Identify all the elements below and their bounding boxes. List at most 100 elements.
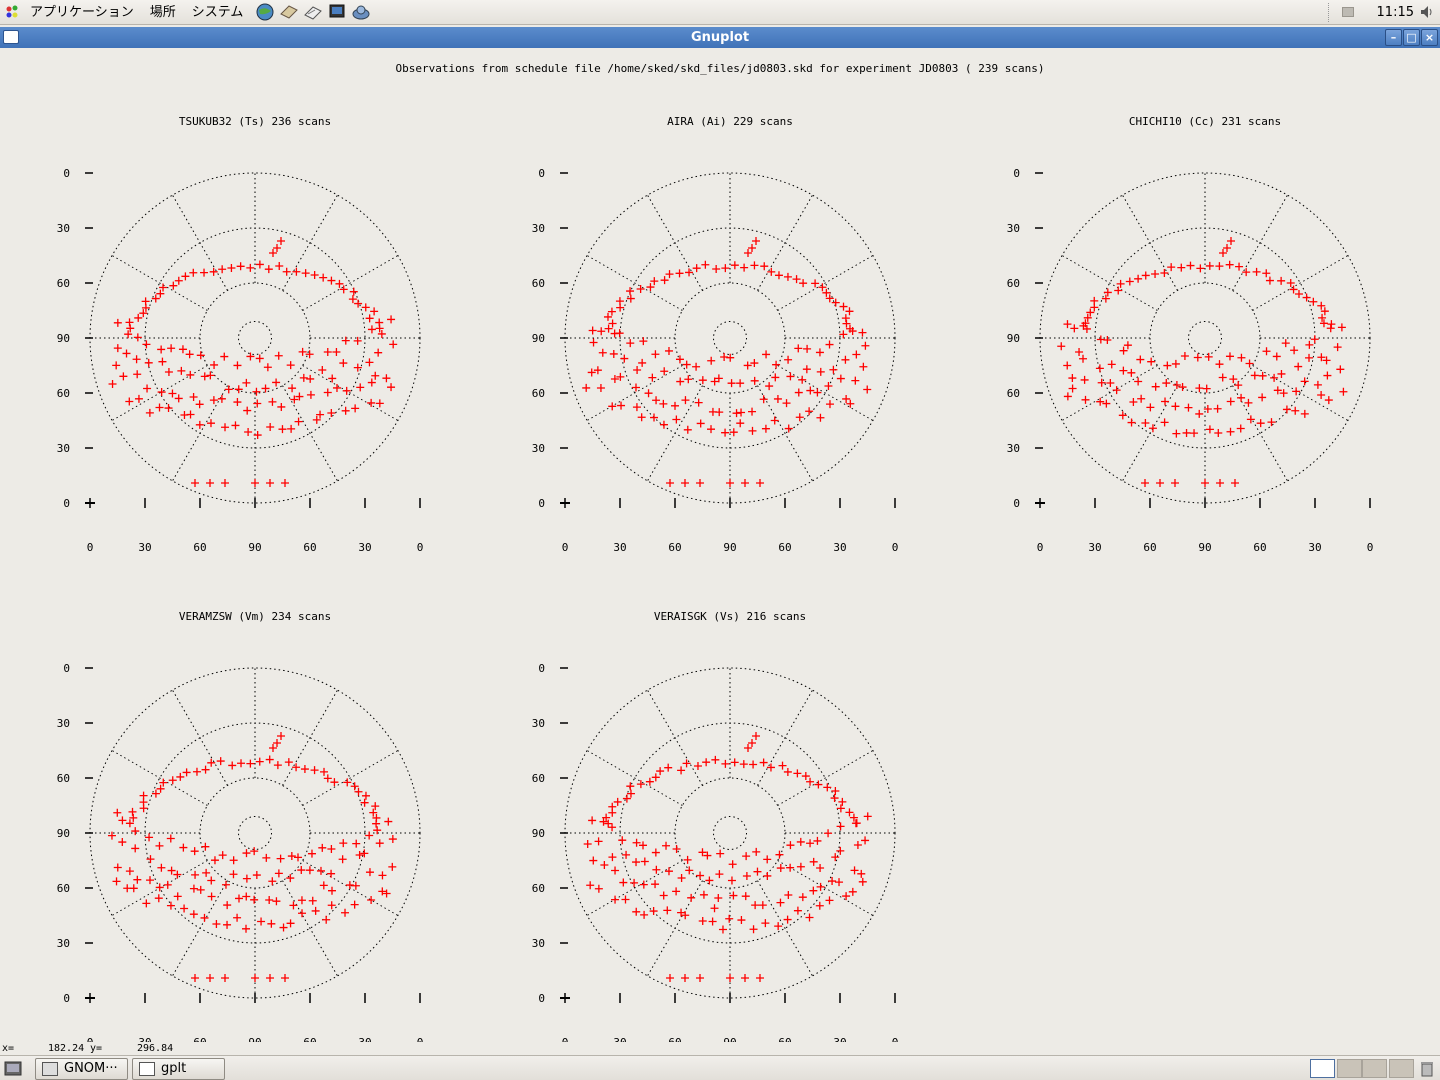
maximize-button[interactable]: □ — [1403, 29, 1420, 46]
scan-marker — [151, 294, 160, 303]
minimize-button[interactable]: – — [1385, 29, 1402, 46]
scan-marker — [134, 394, 143, 403]
gnuplot-canvas[interactable]: Observations from schedule file /home/sk… — [0, 48, 1440, 1042]
show-desktop-icon[interactable] — [4, 1060, 22, 1077]
x-tick-label: 60 — [303, 541, 316, 554]
workspace-1[interactable] — [1310, 1059, 1335, 1078]
gnome-foot-icon[interactable] — [1, 1, 23, 23]
scan-marker — [1235, 262, 1244, 271]
scan-marker — [173, 892, 182, 901]
scan-marker — [1195, 409, 1204, 418]
trash-icon[interactable] — [1418, 1060, 1436, 1077]
scan-marker — [1265, 276, 1274, 285]
clock[interactable]: 11:15 — [1376, 5, 1414, 20]
window-menu-icon[interactable] — [3, 30, 19, 44]
scan-marker — [1320, 307, 1329, 316]
scan-marker — [639, 337, 648, 346]
scan-marker — [1262, 269, 1271, 278]
scan-marker — [286, 361, 295, 370]
scan-marker — [174, 276, 183, 285]
scan-marker — [586, 881, 595, 890]
scan-marker — [1068, 384, 1077, 393]
task-gplt[interactable]: gplt — [132, 1058, 225, 1080]
terminal-icon[interactable] — [326, 1, 348, 23]
scan-marker — [672, 415, 681, 424]
scan-marker — [1070, 324, 1079, 333]
scan-marker — [228, 761, 237, 770]
scan-marker — [146, 855, 155, 864]
scan-marker — [1225, 260, 1234, 269]
scan-marker — [1080, 375, 1089, 384]
scan-marker — [289, 901, 298, 910]
scan-marker — [858, 328, 867, 337]
window-titlebar[interactable]: Gnuplot – □ × — [0, 27, 1440, 48]
close-button[interactable]: × — [1421, 29, 1438, 46]
panel-title: AIRA (Ai) 229 scans — [667, 115, 793, 128]
scan-marker — [189, 910, 198, 919]
scan-marker — [710, 904, 719, 913]
scan-marker — [305, 350, 314, 359]
scan-marker — [1317, 301, 1326, 310]
menu-places[interactable]: 場所 — [149, 4, 176, 20]
scan-marker — [608, 823, 617, 832]
workspace-3[interactable] — [1362, 1059, 1387, 1078]
scan-marker — [739, 760, 748, 769]
y-tick-label: 0 — [1013, 497, 1020, 510]
scan-marker — [618, 836, 627, 845]
scan-marker — [367, 896, 376, 905]
network-icon[interactable] — [350, 1, 372, 23]
scan-marker — [698, 917, 707, 926]
scan-marker — [318, 843, 327, 852]
scan-marker — [1151, 382, 1160, 391]
azimuth-spoke — [586, 750, 683, 806]
scan-marker — [664, 763, 673, 772]
scan-marker — [1246, 415, 1255, 424]
scan-marker — [664, 346, 673, 355]
x-tick-label: 0 — [1367, 541, 1374, 554]
volume-icon[interactable] — [1418, 3, 1436, 21]
scan-marker — [1226, 427, 1235, 436]
scan-marker — [675, 269, 684, 278]
scan-marker — [220, 352, 229, 361]
menu-applications[interactable]: アプリケーション — [30, 4, 134, 20]
scan-marker — [761, 424, 770, 433]
y-tick-label: 0 — [538, 497, 545, 510]
scan-marker — [742, 852, 751, 861]
panel-menus: アプリケーション 場所 システム — [0, 0, 373, 25]
scan-marker — [651, 773, 660, 782]
task-gnome-terminal[interactable]: GNOM··· — [35, 1058, 128, 1080]
globe-icon[interactable] — [254, 1, 276, 23]
scan-marker — [374, 348, 383, 357]
scan-marker — [287, 852, 296, 861]
panel-title: VERAMZSW (Vm) 234 scans — [179, 610, 331, 623]
scan-marker — [236, 262, 245, 271]
notebook-icon[interactable] — [278, 1, 300, 23]
scan-marker — [707, 425, 716, 434]
scan-marker — [288, 384, 297, 393]
scan-marker — [378, 871, 387, 880]
panel-title: TSUKUB32 (Ts) 236 scans — [179, 115, 331, 128]
workspace-4[interactable] — [1389, 1059, 1414, 1078]
scan-marker — [261, 384, 270, 393]
scan-marker — [692, 362, 701, 371]
scan-marker — [702, 758, 711, 767]
x-tick-label: 90 — [723, 1036, 736, 1042]
azimuth-spoke — [1232, 194, 1288, 291]
scan-marker — [728, 860, 737, 869]
editor-icon[interactable] — [302, 1, 324, 23]
tray-icon[interactable] — [1342, 7, 1354, 17]
scan-marker — [246, 759, 255, 768]
scan-marker — [1075, 347, 1084, 356]
azimuth-spoke — [647, 194, 703, 291]
scan-marker — [339, 359, 348, 368]
workspace-2[interactable] — [1337, 1059, 1362, 1078]
azimuth-spoke — [172, 689, 228, 786]
menu-system[interactable]: システム — [191, 4, 244, 20]
scan-marker — [720, 352, 729, 361]
scan-marker — [227, 264, 236, 273]
scan-marker — [113, 318, 122, 327]
scan-marker — [360, 849, 369, 858]
scan-marker — [125, 397, 134, 406]
scan-marker — [221, 479, 229, 487]
scan-marker — [139, 791, 148, 800]
